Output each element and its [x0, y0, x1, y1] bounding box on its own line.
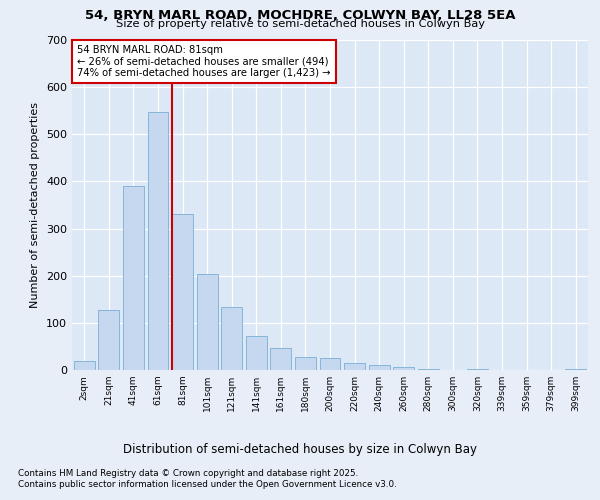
Bar — [197, 274, 218, 370]
Text: Distribution of semi-detached houses by size in Colwyn Bay: Distribution of semi-detached houses by … — [123, 442, 477, 456]
Text: 54, BRYN MARL ROAD, MOCHDRE, COLWYN BAY, LL28 5EA: 54, BRYN MARL ROAD, MOCHDRE, COLWYN BAY,… — [85, 9, 515, 22]
Bar — [172, 214, 193, 370]
Text: Size of property relative to semi-detached houses in Colwyn Bay: Size of property relative to semi-detach… — [115, 19, 485, 29]
Bar — [98, 310, 119, 370]
Y-axis label: Number of semi-detached properties: Number of semi-detached properties — [31, 102, 40, 308]
Bar — [393, 367, 414, 370]
Text: Contains public sector information licensed under the Open Government Licence v3: Contains public sector information licen… — [18, 480, 397, 489]
Bar — [74, 360, 95, 370]
Bar — [320, 358, 340, 370]
Bar — [148, 112, 169, 370]
Bar — [418, 369, 439, 370]
Bar — [565, 368, 586, 370]
Bar — [295, 357, 316, 370]
Bar — [467, 368, 488, 370]
Bar — [221, 308, 242, 370]
Text: 54 BRYN MARL ROAD: 81sqm
← 26% of semi-detached houses are smaller (494)
74% of : 54 BRYN MARL ROAD: 81sqm ← 26% of semi-d… — [77, 45, 331, 78]
Bar — [344, 364, 365, 370]
Text: Contains HM Land Registry data © Crown copyright and database right 2025.: Contains HM Land Registry data © Crown c… — [18, 468, 358, 477]
Bar — [246, 336, 267, 370]
Bar — [271, 348, 292, 370]
Bar — [368, 366, 389, 370]
Bar — [123, 186, 144, 370]
